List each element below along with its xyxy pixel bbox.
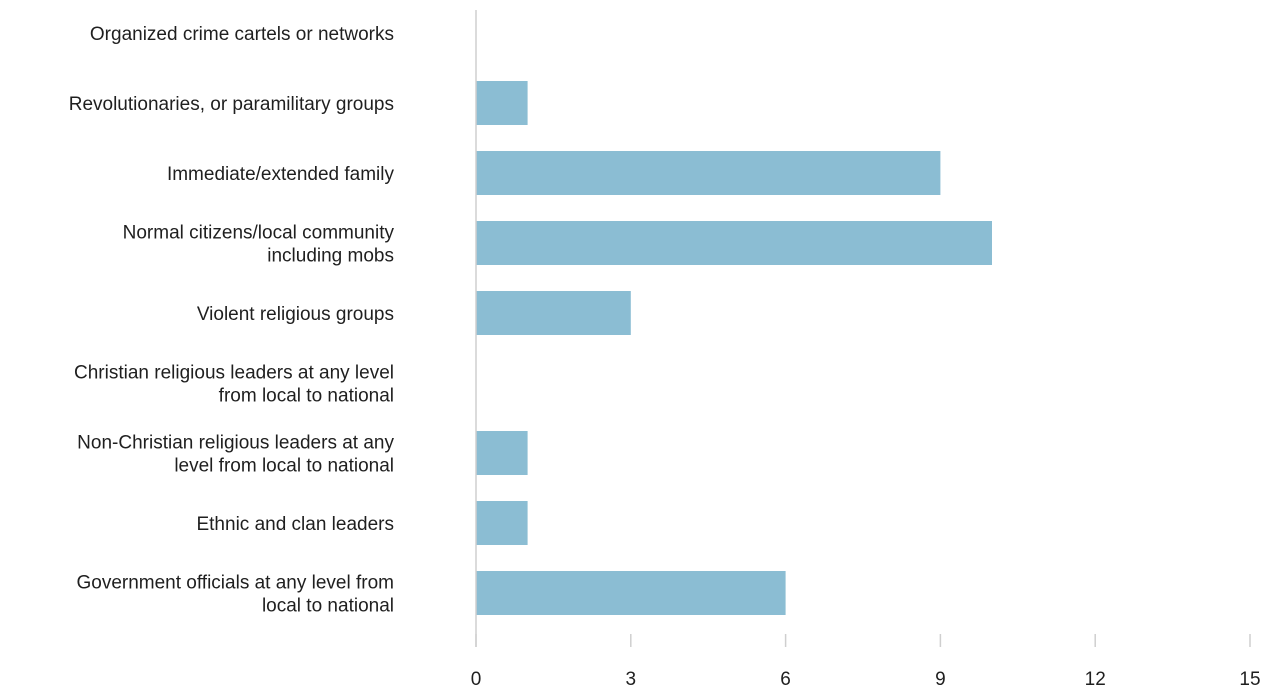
category-label: Ethnic and clan leaders bbox=[196, 514, 394, 535]
bar bbox=[476, 431, 528, 475]
x-tick-label: 6 bbox=[780, 669, 791, 689]
category-labels: Organized crime cartels or networks Revol… bbox=[69, 24, 395, 617]
x-tick-label: 3 bbox=[626, 669, 637, 689]
x-tick-label: 12 bbox=[1085, 669, 1106, 689]
category-label: Immediate/extended family bbox=[167, 164, 395, 185]
bar bbox=[476, 81, 528, 125]
category-label: Government officials at any level from lo… bbox=[76, 573, 394, 617]
bars bbox=[476, 81, 992, 615]
category-label: Organized crime cartels or networks bbox=[90, 24, 394, 45]
axis bbox=[475, 10, 1251, 647]
x-tick-label: 9 bbox=[935, 669, 946, 689]
bar bbox=[476, 291, 631, 335]
x-tick-label: 0 bbox=[471, 669, 482, 689]
x-tick-label: 15 bbox=[1239, 669, 1260, 689]
bar bbox=[476, 151, 941, 195]
category-label: Violent religious groups bbox=[197, 304, 394, 325]
category-label: Revolutionaries, or paramilitary groups bbox=[69, 94, 394, 115]
bar bbox=[476, 571, 786, 615]
bar bbox=[476, 501, 528, 545]
bar bbox=[476, 221, 992, 265]
category-label: Non-Christian religious leaders at any le… bbox=[77, 433, 394, 477]
category-label: Christian religious leaders at any level… bbox=[74, 363, 394, 407]
category-label: Normal citizens/local community including… bbox=[123, 223, 395, 267]
x-tick-labels: 0 3 6 9 12 15 bbox=[471, 669, 1261, 689]
